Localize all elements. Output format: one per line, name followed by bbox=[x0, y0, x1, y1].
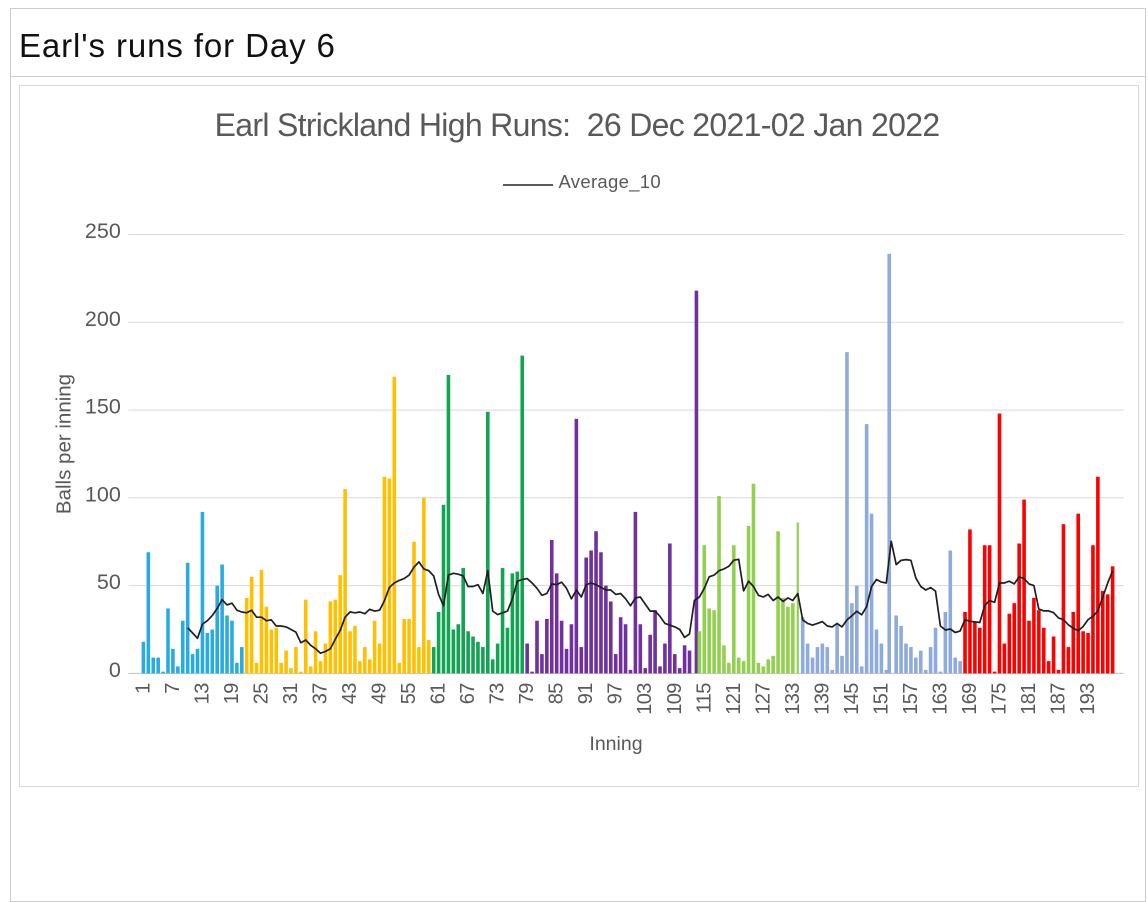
svg-text:Balls per inning: Balls per inning bbox=[53, 374, 76, 514]
svg-text:163: 163 bbox=[929, 683, 951, 715]
svg-text:7: 7 bbox=[162, 683, 184, 694]
svg-text:187: 187 bbox=[1048, 683, 1070, 715]
svg-text:121: 121 bbox=[723, 683, 745, 715]
svg-text:181: 181 bbox=[1018, 683, 1040, 715]
svg-text:151: 151 bbox=[870, 683, 892, 715]
svg-text:61: 61 bbox=[428, 683, 450, 705]
svg-text:43: 43 bbox=[339, 683, 361, 705]
svg-text:49: 49 bbox=[369, 683, 391, 705]
svg-text:50: 50 bbox=[97, 570, 121, 594]
svg-text:250: 250 bbox=[85, 219, 121, 243]
svg-text:37: 37 bbox=[310, 683, 332, 705]
svg-text:31: 31 bbox=[280, 683, 302, 705]
svg-text:Earl Strickland High Runs: 26: Earl Strickland High Runs: 26 Dec 2021-0… bbox=[215, 107, 940, 143]
svg-text:150: 150 bbox=[85, 395, 121, 419]
svg-text:169: 169 bbox=[959, 683, 981, 715]
svg-text:91: 91 bbox=[575, 683, 597, 705]
svg-text:127: 127 bbox=[752, 683, 774, 715]
svg-text:145: 145 bbox=[841, 683, 863, 715]
svg-text:79: 79 bbox=[516, 683, 538, 705]
svg-text:157: 157 bbox=[900, 683, 922, 715]
svg-text:85: 85 bbox=[546, 683, 568, 705]
svg-text:193: 193 bbox=[1077, 683, 1099, 715]
svg-text:Average_10: Average_10 bbox=[559, 171, 661, 193]
svg-text:97: 97 bbox=[605, 683, 627, 705]
svg-text:133: 133 bbox=[782, 683, 804, 715]
svg-text:103: 103 bbox=[634, 683, 656, 715]
svg-text:25: 25 bbox=[251, 683, 273, 705]
svg-text:109: 109 bbox=[664, 683, 686, 715]
svg-text:115: 115 bbox=[693, 683, 715, 714]
svg-text:55: 55 bbox=[398, 683, 420, 705]
svg-text:73: 73 bbox=[487, 683, 509, 705]
svg-text:0: 0 bbox=[109, 658, 121, 682]
svg-text:Inning: Inning bbox=[589, 733, 642, 755]
svg-text:19: 19 bbox=[221, 683, 243, 705]
svg-text:200: 200 bbox=[85, 307, 121, 331]
svg-text:13: 13 bbox=[191, 683, 213, 705]
svg-text:100: 100 bbox=[85, 482, 121, 506]
svg-text:139: 139 bbox=[811, 683, 833, 715]
svg-text:1: 1 bbox=[132, 683, 154, 694]
svg-text:175: 175 bbox=[989, 683, 1011, 715]
svg-text:67: 67 bbox=[457, 683, 479, 705]
